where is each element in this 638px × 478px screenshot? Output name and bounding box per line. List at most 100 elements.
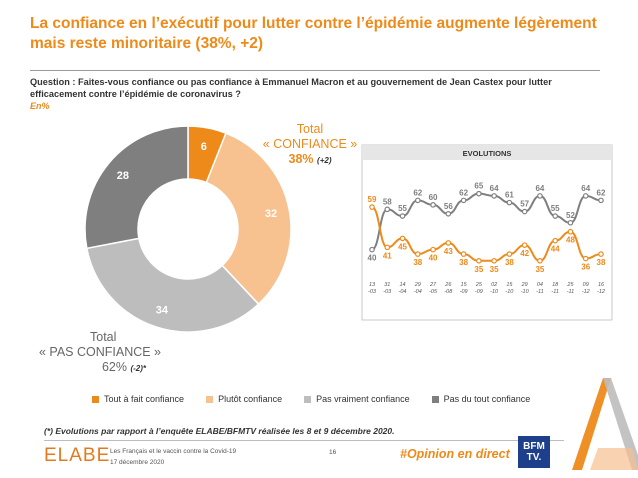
evolution-x-label-part: -04	[399, 289, 407, 295]
elabe-logo: ELABE	[44, 445, 111, 466]
evolutions-header	[362, 145, 612, 160]
total-pas-confiance-change: (-2)*	[130, 364, 147, 373]
total-pas-confiance: Total « PAS CONFIANCE » 62% (-2)*	[30, 330, 170, 376]
legend-item: Tout à fait confiance	[92, 394, 184, 404]
evolution-x-label-part: 31	[384, 282, 390, 288]
evolution-data-label: 36	[581, 263, 590, 272]
evolution-x-label-part: -10	[490, 289, 499, 295]
evolution-x-label-part: 15	[461, 282, 468, 288]
evolution-point	[491, 258, 497, 264]
evolution-x-label-part: -12	[582, 289, 590, 295]
evolution-x-label-part: -09	[460, 289, 468, 295]
evolution-point	[582, 193, 589, 199]
evolution-data-label: 62	[459, 188, 468, 197]
evolution-data-label: 55	[398, 204, 407, 213]
evolution-x-label-part: -04	[414, 289, 422, 295]
evolution-x-label-part: -08	[444, 289, 453, 295]
evolution-point	[567, 228, 574, 235]
evolution-x-label: 26 -08	[444, 282, 453, 295]
total-pas-confiance-pct: 62%	[101, 360, 127, 374]
evolution-data-label: 41	[383, 251, 392, 260]
evolution-point	[582, 255, 589, 262]
evolution-x-label: 25 -11	[566, 282, 574, 295]
evolution-data-label: 56	[444, 202, 453, 211]
evolution-x-label-part: -09	[475, 289, 483, 295]
evolution-point	[567, 219, 574, 226]
evolution-data-label: 38	[597, 258, 606, 267]
footnote: (*) Evolutions par rapport à l’enquête E…	[44, 426, 395, 436]
evolution-x-label: 29 -04	[414, 282, 422, 295]
evolution-data-label: 48	[566, 236, 575, 245]
evolution-x-label-part: -11	[536, 289, 544, 295]
evolution-x-label-part: 04	[537, 282, 543, 288]
evolution-data-label: 45	[398, 242, 407, 251]
total-confiance-name: « CONFIANCE »	[262, 137, 358, 151]
evolution-point	[537, 258, 543, 264]
bfm-line2: TV.	[526, 452, 542, 463]
evolution-data-label: 38	[413, 258, 422, 267]
evolution-point	[369, 246, 375, 253]
legend-label: Pas vraiment confiance	[316, 394, 410, 404]
evolution-x-label: 18 -11	[551, 282, 559, 295]
evolution-x-label-part: 29	[521, 282, 528, 288]
evolution-data-label: 64	[535, 184, 544, 193]
evolution-x-label-part: 18	[552, 282, 559, 288]
evolution-point	[430, 246, 436, 253]
evolution-data-label: 58	[383, 197, 392, 206]
evolution-point	[521, 242, 528, 248]
donut-slice-label: 28	[117, 170, 129, 182]
evolution-x-label-part: -12	[597, 289, 605, 295]
donut-slice-label: 32	[265, 208, 277, 220]
evolution-point	[414, 251, 421, 257]
evolution-point	[399, 235, 406, 242]
legend-item: Plutôt confiance	[206, 394, 282, 404]
evolution-data-label: 44	[551, 245, 560, 254]
donut-slice	[84, 125, 189, 250]
evolution-point	[445, 211, 452, 217]
bfm-line1: BFM	[523, 441, 545, 452]
evolution-point	[537, 193, 543, 199]
footer-line1: Les Français et le vaccin contre la Covi…	[110, 448, 237, 455]
legend-swatch	[92, 395, 99, 403]
evolution-point	[521, 208, 528, 215]
evolution-point	[506, 251, 513, 257]
evolution-x-label-part: 09	[583, 282, 589, 288]
legend-item: Pas du tout confiance	[431, 394, 530, 404]
evolution-x-label-part: 02	[491, 282, 497, 288]
evolution-point	[384, 244, 391, 251]
footer-line2: 17 décembre 2020	[110, 459, 165, 466]
evolution-point	[491, 193, 497, 199]
total-confiance-change: (+2)	[317, 156, 332, 165]
evolution-x-label-part: -11	[551, 289, 559, 295]
legend-swatch	[431, 395, 439, 403]
evolution-point	[506, 199, 513, 206]
evolution-x-label-part: 13	[369, 282, 376, 288]
evolution-point	[414, 197, 421, 204]
evolution-point	[384, 206, 391, 213]
evolution-x-label: 09 -12	[582, 282, 590, 295]
evolution-x-label-part: 29	[414, 282, 421, 288]
page-title: La confiance en l’exécutif pour lutter c…	[30, 15, 597, 52]
evolution-data-label: 64	[490, 184, 499, 193]
hashtag: #Opinion en direct	[400, 447, 510, 461]
legend-label: Plutôt confiance	[218, 394, 283, 404]
total-pas-confiance-name: « PAS CONFIANCE »	[38, 345, 162, 359]
evolution-data-label: 38	[505, 258, 514, 267]
evolution-x-label: 25 -09	[475, 282, 483, 295]
legend-item: Pas vraiment confiance	[304, 394, 410, 404]
evolution-point	[476, 258, 482, 264]
evolution-x-label-part: -03	[368, 289, 377, 295]
evolution-data-label: 64	[581, 184, 590, 193]
evolution-data-label: 55	[551, 204, 560, 213]
evolution-series-line	[371, 206, 602, 262]
evolution-point	[369, 204, 375, 210]
evolution-x-label: 31 -03	[383, 282, 392, 295]
evolution-data-label: 43	[444, 247, 453, 256]
evolution-x-label-part: 16	[598, 282, 605, 288]
evolution-point	[598, 197, 604, 204]
total-pas-confiance-label: Total	[90, 330, 117, 344]
evolution-point	[552, 213, 559, 219]
evolution-x-label-part: 25	[566, 282, 574, 288]
evolution-data-label: 40	[429, 254, 438, 263]
total-confiance: Total « CONFIANCE » 38% (+2)	[255, 122, 365, 168]
